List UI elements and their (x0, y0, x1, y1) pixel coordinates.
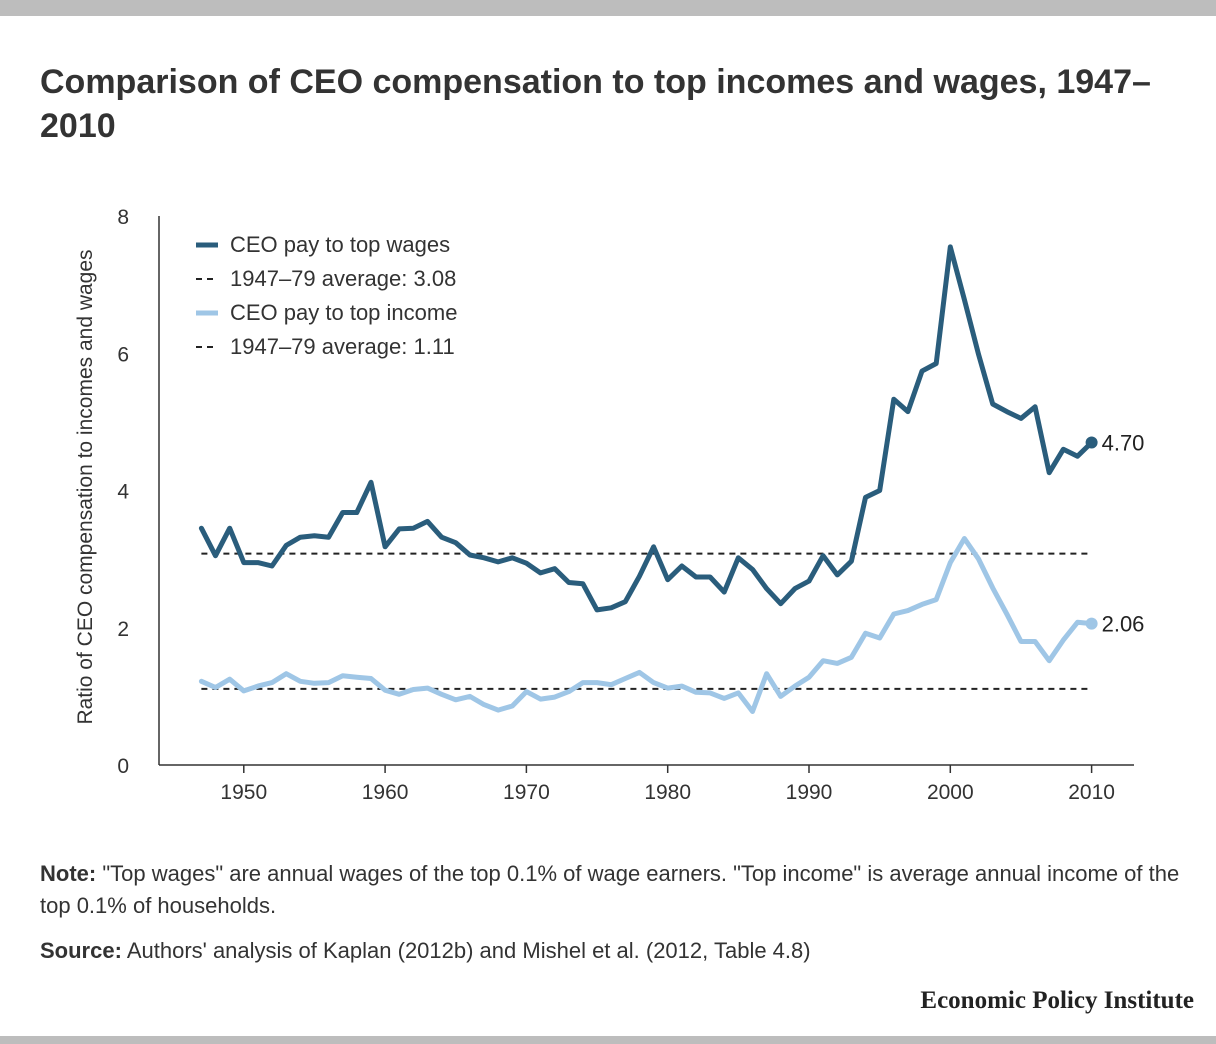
legend-label-1: CEO pay to top wages (230, 232, 450, 257)
legend-label-3: CEO pay to top income (230, 300, 457, 325)
end-value-label-1: 4.70 (1102, 430, 1145, 455)
y-axis-label: Ratio of CEO compensation to incomes and… (74, 249, 97, 724)
top-border-bar (0, 0, 1216, 16)
brand-logo-text: Economic Policy Institute (920, 987, 1194, 1014)
x-tick-label-1980: 1980 (644, 781, 691, 804)
legend-label-2: 1947–79 average: 3.08 (230, 266, 456, 291)
series-line-ceo-to-top-income (198, 536, 1095, 714)
end-value-label-2: 2.06 (1102, 612, 1145, 637)
chart-title: Comparison of CEO compensation to top in… (40, 63, 1151, 145)
note-body: "Top wages" are annual wages of the top … (40, 861, 1180, 918)
bottom-border-bar (0, 1036, 1216, 1044)
end-point-2 (1085, 617, 1098, 630)
x-tick-label-1950: 1950 (220, 781, 267, 804)
source-label: Source: (40, 938, 122, 963)
y-tick-label-6: 6 (117, 343, 129, 366)
x-tick-label-1970: 1970 (503, 781, 550, 804)
end-point-1 (1085, 436, 1098, 449)
legend-label-4: 1947–79 average: 1.11 (230, 334, 455, 359)
series-line-ceo-to-top-wages (198, 244, 1095, 613)
note-text: Note: "Top wages" are annual wages of th… (40, 858, 1190, 922)
x-tick-label-2010: 2010 (1068, 781, 1115, 804)
y-tick-label-4: 4 (117, 481, 129, 504)
line-chart: 1950 1960 1970 1980 1990 2000 2010 0 2 4 6 8 CEO pa… (74, 206, 1145, 804)
x-tick-label-1990: 1990 (786, 781, 833, 804)
y-tick-label-2: 2 (117, 618, 129, 641)
x-tick-label-1960: 1960 (362, 781, 409, 804)
source-body: Authors' analysis of Kaplan (2012b) and … (121, 938, 811, 963)
y-tick-label-0: 0 (117, 755, 129, 778)
note-label: Note: (40, 861, 97, 886)
x-tick-label-2000: 2000 (927, 781, 974, 804)
source-text: Source: Authors' analysis of Kaplan (201… (40, 935, 1190, 967)
y-tick-label-8: 8 (117, 206, 129, 229)
